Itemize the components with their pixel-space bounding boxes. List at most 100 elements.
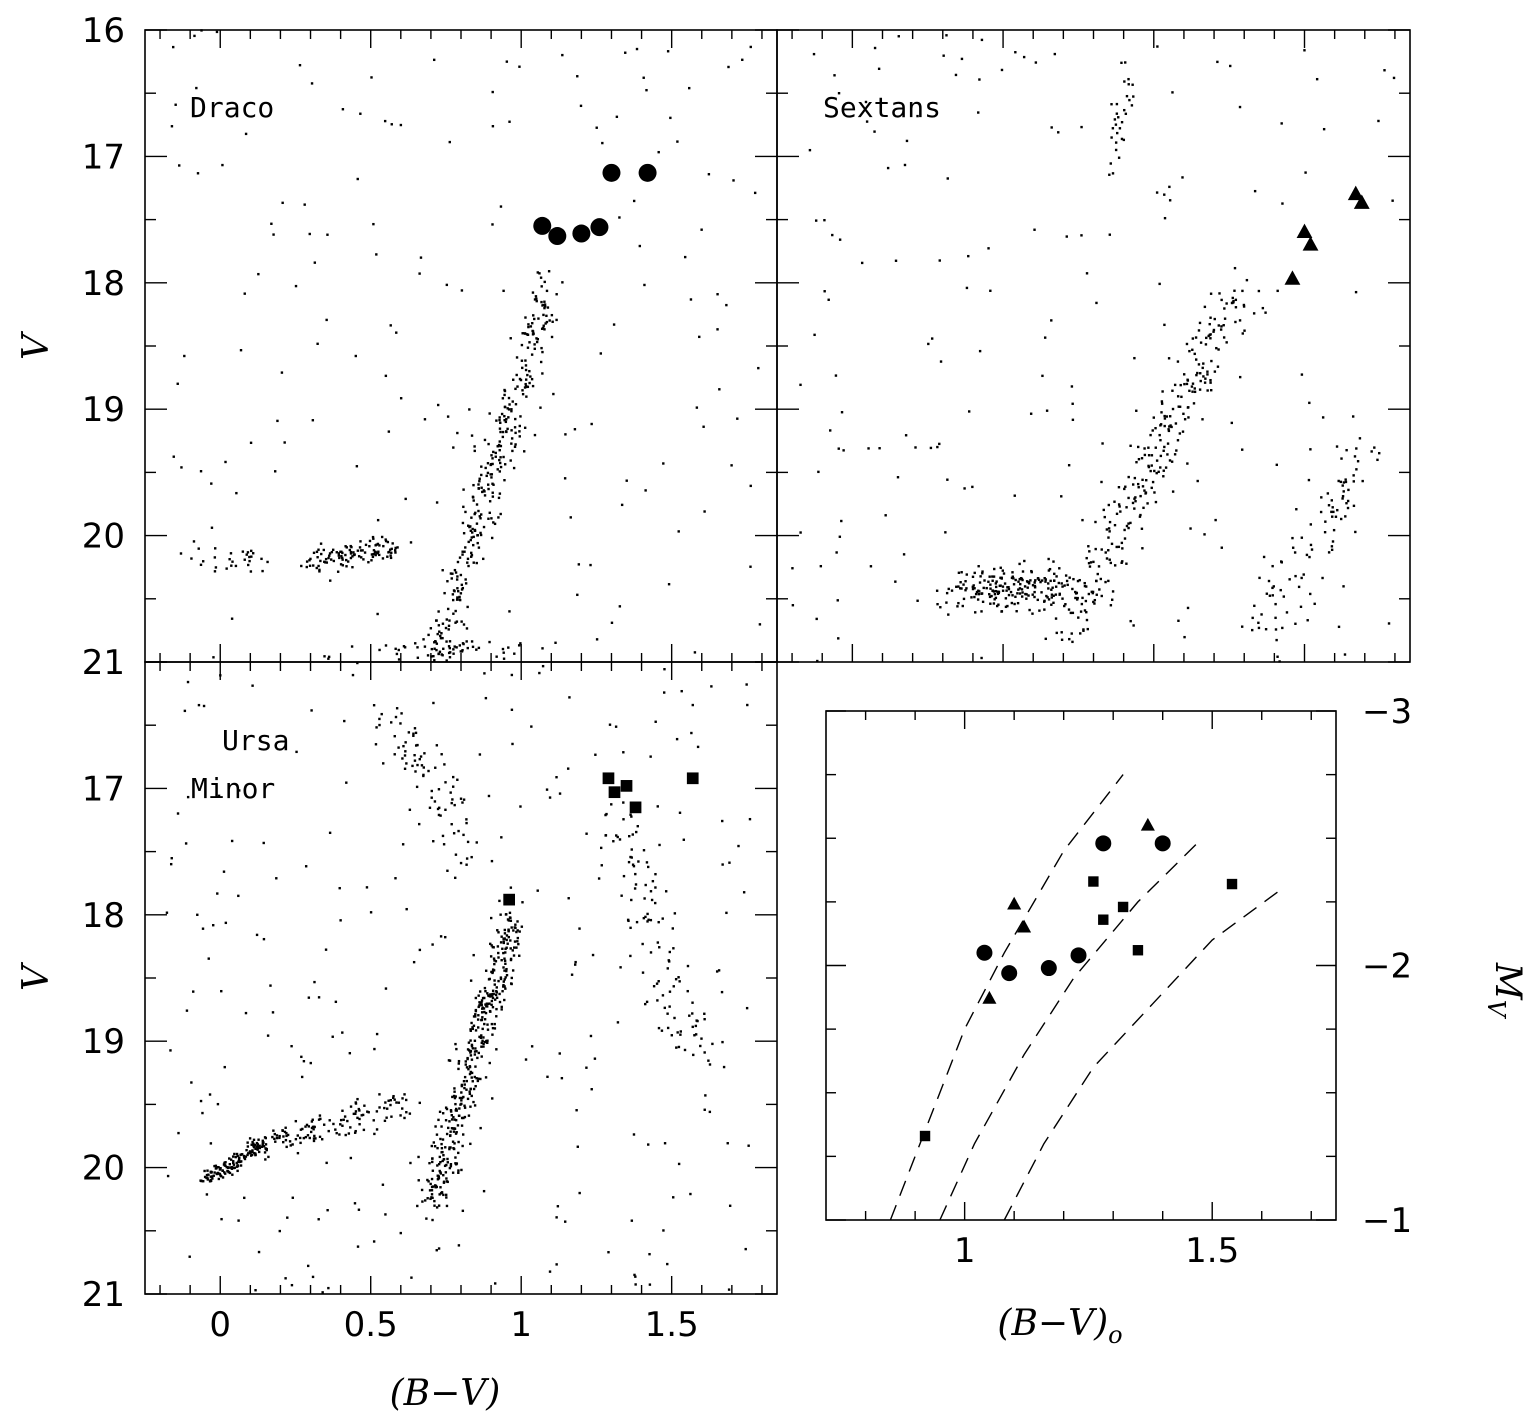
field-star <box>840 411 844 414</box>
sextans-panel <box>776 29 1411 663</box>
field-star <box>1345 448 1348 452</box>
field-star <box>240 1160 243 1163</box>
field-star <box>450 801 453 805</box>
field-star <box>483 672 486 675</box>
field-star <box>978 581 982 584</box>
y-tick-label: 19 <box>82 1022 125 1062</box>
field-star <box>414 731 418 735</box>
field-star <box>393 734 396 738</box>
field-star <box>1330 548 1334 552</box>
field-star <box>328 554 331 557</box>
field-star <box>470 855 473 859</box>
field-star <box>348 548 352 552</box>
field-star <box>1216 365 1220 368</box>
field-star <box>1361 479 1364 483</box>
field-star <box>460 1096 464 1100</box>
field-star <box>961 604 964 608</box>
field-star <box>487 994 491 998</box>
field-star <box>988 575 991 578</box>
field-star <box>1331 540 1335 543</box>
field-star <box>225 1165 228 1169</box>
field-star <box>965 286 969 290</box>
field-star <box>356 177 359 181</box>
field-star <box>436 403 440 407</box>
field-star <box>1300 373 1304 376</box>
field-star <box>451 785 455 788</box>
field-star <box>469 538 472 542</box>
field-star <box>497 516 500 519</box>
field-star <box>1210 359 1213 363</box>
field-star <box>437 610 440 613</box>
field-star <box>980 592 984 595</box>
field-star <box>518 424 521 428</box>
field-star <box>510 437 514 440</box>
field-star <box>1001 589 1005 592</box>
field-star <box>499 461 502 465</box>
field-star <box>464 510 467 514</box>
field-star <box>1295 508 1298 511</box>
field-star <box>954 73 958 77</box>
field-star <box>673 912 677 915</box>
field-star <box>560 1076 564 1080</box>
field-star <box>376 552 379 555</box>
field-star <box>339 1118 343 1122</box>
field-star <box>452 652 455 655</box>
field-star <box>485 474 488 478</box>
field-star <box>1225 302 1228 305</box>
field-star <box>489 955 493 958</box>
field-star <box>423 418 427 421</box>
field-star <box>472 1087 476 1091</box>
y-tick-label: 20 <box>82 1149 125 1189</box>
field-star <box>404 741 407 744</box>
field-star <box>703 1051 706 1054</box>
field-star <box>1209 292 1213 295</box>
field-star <box>440 1147 444 1150</box>
field-star <box>209 1175 213 1178</box>
field-star <box>527 323 530 326</box>
field-star <box>251 1149 254 1152</box>
field-star <box>359 549 363 552</box>
field-star <box>645 861 649 864</box>
field-star <box>1082 629 1085 632</box>
field-star <box>1090 590 1093 594</box>
field-star <box>433 1145 437 1148</box>
field-star <box>456 596 459 599</box>
field-star <box>303 203 306 206</box>
field-star <box>394 877 397 880</box>
field-star <box>1028 608 1031 612</box>
field-star <box>648 1283 652 1286</box>
field-star <box>312 564 315 567</box>
field-star <box>505 946 508 949</box>
field-star <box>503 405 507 409</box>
field-star <box>1080 125 1083 129</box>
field-star <box>488 500 492 503</box>
field-star <box>1136 445 1140 449</box>
field-star <box>1358 437 1362 440</box>
field-star <box>1141 478 1144 482</box>
field-star <box>359 112 362 115</box>
field-star <box>654 901 657 905</box>
field-star <box>1044 578 1047 581</box>
y-tick-label: 18 <box>82 264 125 304</box>
field-star <box>493 522 497 526</box>
field-star <box>305 1123 309 1127</box>
field-star <box>1353 455 1357 458</box>
field-star <box>635 47 639 51</box>
field-star <box>373 1047 376 1051</box>
field-star <box>657 150 660 154</box>
field-star <box>195 86 198 90</box>
field-star <box>441 1159 444 1163</box>
field-star <box>399 1231 402 1235</box>
field-star <box>469 1050 473 1053</box>
field-star <box>285 1145 288 1149</box>
field-star <box>823 218 826 222</box>
field-star <box>328 552 332 555</box>
field-star <box>1012 583 1016 586</box>
field-star <box>400 712 403 715</box>
field-star <box>1185 382 1189 386</box>
field-star <box>1094 547 1097 551</box>
field-star <box>1171 407 1175 411</box>
field-star <box>480 1001 483 1004</box>
field-star <box>1160 400 1164 403</box>
field-star <box>957 585 960 588</box>
